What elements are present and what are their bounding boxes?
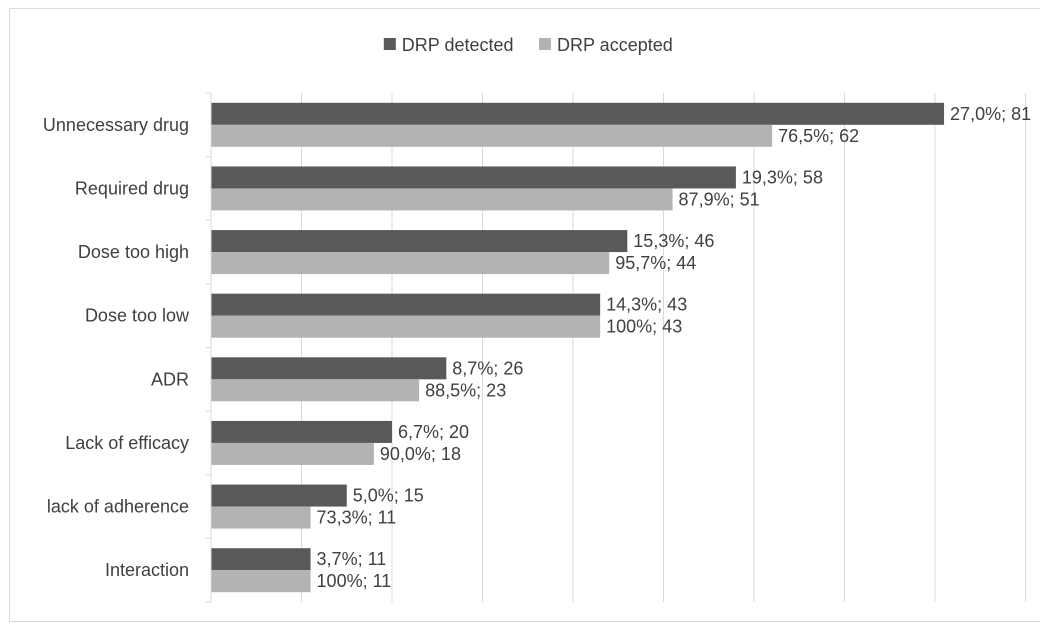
bar-drp-detected-unnecessary-drug [211,102,945,125]
category-label-unnecessary-drug: Unnecessary drug [43,115,189,135]
legend: DRP detected DRP accepted [383,35,673,55]
bars [211,102,945,593]
data-label-drp-accepted-lack-of-adherence: 73,3%; 11 [317,508,397,528]
legend-label-drp-detected: DRP detected [402,35,514,55]
bar-drp-accepted-adr [211,379,420,402]
data-label-drp-detected-unnecessary-drug: 27,0%; 81 [950,104,1031,124]
data-label-drp-detected-lack-of-efficacy: 6,7%; 20 [398,422,469,442]
bar-drp-detected-lack-of-adherence [211,484,347,507]
category-label-dose-too-high: Dose too high [78,242,189,262]
bar-drp-accepted-unnecessary-drug [211,124,773,147]
data-label-drp-detected-dose-too-low: 14,3%; 43 [606,295,687,315]
data-label-drp-detected-required-drug: 19,3%; 58 [742,167,823,187]
data-label-drp-detected-interaction: 3,7%; 11 [317,549,387,569]
legend-label-drp-accepted: DRP accepted [557,35,673,55]
bar-drp-accepted-lack-of-adherence [211,506,311,529]
category-label-adr: ADR [151,369,189,389]
category-label-dose-too-low: Dose too low [85,306,190,326]
chart-frame [9,8,1040,622]
bar-drp-detected-required-drug [211,166,736,189]
category-label-interaction: Interaction [105,560,189,580]
data-label-drp-accepted-interaction: 100%; 11 [317,571,392,591]
data-label-drp-accepted-adr: 88,5%; 23 [425,380,506,400]
bar-drp-accepted-dose-too-low [211,315,601,338]
data-label-drp-detected-lack-of-adherence: 5,0%; 15 [353,486,424,506]
data-label-drp-accepted-dose-too-low: 100%; 43 [606,317,682,337]
data-label-drp-accepted-dose-too-high: 95,7%; 44 [615,253,696,273]
data-label-drp-accepted-unnecessary-drug: 76,5%; 62 [778,126,859,146]
category-axis: Unnecessary drug Required drug Dose too hi… [43,92,212,603]
data-label-drp-detected-dose-too-high: 15,3%; 46 [633,231,714,251]
bar-drp-detected-dose-too-high [211,230,628,253]
legend-swatch-drp-detected [383,38,396,50]
bar-drp-detected-adr [211,357,447,380]
category-label-lack-of-adherence: lack of adherence [47,497,189,517]
category-label-lack-of-efficacy: Lack of efficacy [65,433,189,453]
bar-drp-accepted-lack-of-efficacy [211,442,374,465]
bar-drp-accepted-required-drug [211,188,673,211]
bar-drp-detected-dose-too-low [211,293,601,316]
data-label-drp-accepted-required-drug: 87,9%; 51 [679,189,760,209]
bar-drp-detected-lack-of-efficacy [211,420,392,443]
data-label-drp-accepted-lack-of-efficacy: 90,0%; 18 [380,444,461,464]
bar-drp-accepted-interaction [211,570,311,593]
bar-drp-accepted-dose-too-high [211,252,610,275]
data-label-drp-detected-adr: 8,7%; 26 [452,358,523,378]
legend-swatch-drp-accepted [539,38,551,50]
category-label-required-drug: Required drug [75,178,189,198]
bar-drp-detected-interaction [211,548,311,571]
